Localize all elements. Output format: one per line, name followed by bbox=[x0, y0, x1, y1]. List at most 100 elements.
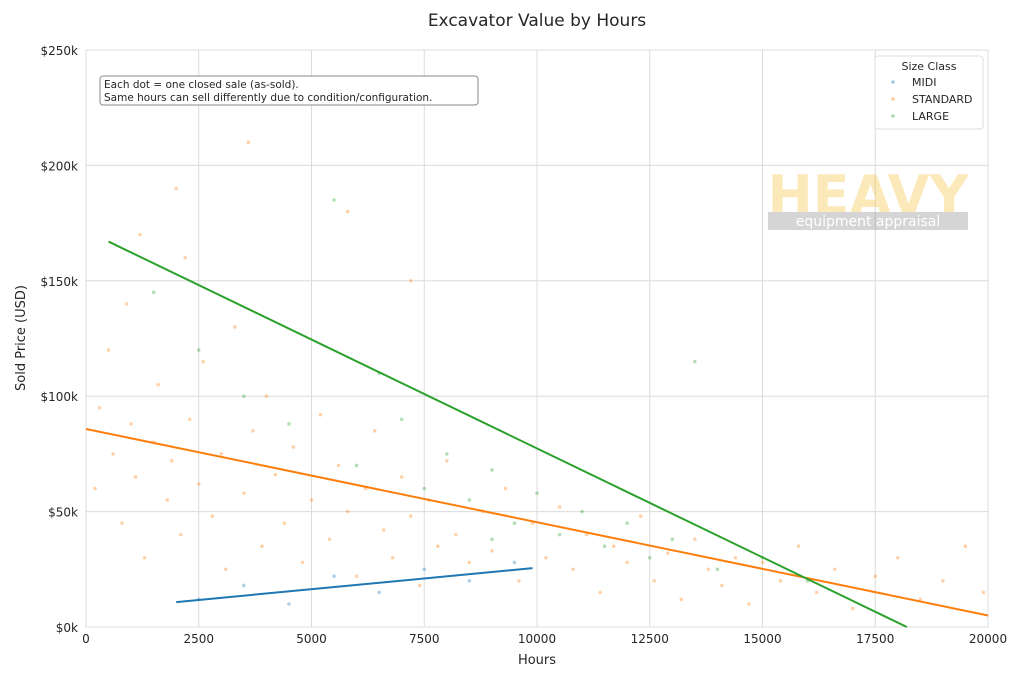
annotation-box: Each dot = one closed sale (as-sold). Sa… bbox=[99, 75, 479, 106]
point-standard bbox=[918, 597, 923, 602]
point-standard bbox=[210, 514, 215, 519]
x-tick-label: 15000 bbox=[743, 632, 781, 646]
point-standard bbox=[665, 551, 670, 555]
point-standard bbox=[832, 567, 837, 572]
legend: Size Class MIDI STANDARD LARGE bbox=[874, 55, 984, 130]
point-standard bbox=[517, 579, 521, 583]
point-standard bbox=[178, 532, 183, 537]
point-standard bbox=[251, 429, 255, 433]
point-standard bbox=[138, 232, 142, 237]
point-standard bbox=[638, 514, 643, 519]
point-standard bbox=[120, 521, 124, 525]
point-standard bbox=[896, 555, 900, 560]
x-tick-label: 17500 bbox=[856, 632, 894, 646]
grid bbox=[85, 49, 989, 628]
point-standard bbox=[435, 544, 440, 549]
y-tick-label: $250k bbox=[41, 44, 79, 58]
point-standard bbox=[273, 472, 278, 477]
point-standard bbox=[720, 583, 724, 588]
point-standard bbox=[814, 590, 819, 595]
point-standard bbox=[309, 498, 314, 502]
point-standard bbox=[408, 514, 413, 519]
point-standard bbox=[93, 486, 97, 491]
point-large bbox=[490, 468, 494, 472]
point-standard bbox=[417, 583, 422, 588]
y-tick-label: $100k bbox=[41, 390, 79, 404]
point-standard bbox=[142, 555, 147, 560]
y-tick-label: $50k bbox=[48, 506, 78, 520]
legend-label-large: LARGE bbox=[912, 110, 949, 123]
legend-title: Size Class bbox=[901, 60, 956, 73]
trend-line-standard bbox=[85, 427, 989, 617]
y-tick-label: $150k bbox=[41, 275, 79, 289]
point-standard bbox=[129, 422, 133, 426]
point-midi bbox=[512, 560, 517, 565]
point-large bbox=[354, 463, 359, 468]
point-standard bbox=[850, 606, 855, 611]
point-standard bbox=[291, 445, 296, 449]
point-large bbox=[196, 348, 201, 352]
point-standard bbox=[219, 452, 224, 456]
point-standard bbox=[246, 140, 251, 145]
point-standard bbox=[165, 498, 169, 502]
point-standard bbox=[174, 186, 178, 191]
point-large bbox=[467, 498, 472, 502]
point-large bbox=[647, 555, 652, 560]
point-large bbox=[287, 422, 291, 426]
y-axis-label: Sold Price (USD) bbox=[14, 285, 29, 391]
point-standard bbox=[584, 532, 589, 537]
point-large bbox=[580, 509, 584, 514]
point-large bbox=[557, 532, 562, 537]
point-standard bbox=[233, 325, 237, 329]
y-tick-label: $200k bbox=[41, 159, 79, 173]
point-standard bbox=[300, 560, 305, 565]
point-standard bbox=[97, 405, 102, 410]
point-large bbox=[422, 486, 427, 491]
point-large bbox=[242, 394, 246, 399]
point-midi bbox=[467, 579, 472, 583]
legend-marker-midi bbox=[891, 80, 895, 84]
x-axis-label: Hours bbox=[518, 653, 556, 668]
point-standard bbox=[503, 486, 508, 491]
point-standard bbox=[345, 509, 350, 514]
point-standard bbox=[282, 521, 287, 525]
point-standard bbox=[264, 394, 269, 399]
point-standard bbox=[679, 597, 684, 602]
legend-marker-large bbox=[891, 114, 895, 118]
point-large bbox=[670, 537, 675, 542]
point-standard bbox=[345, 209, 350, 214]
point-standard bbox=[941, 579, 945, 583]
point-standard bbox=[706, 567, 711, 572]
annotation-line-1: Each dot = one closed sale (as-sold). bbox=[104, 79, 299, 91]
point-large bbox=[332, 198, 336, 202]
point-standard bbox=[611, 544, 616, 549]
chart-title: Excavator Value by Hours bbox=[428, 11, 646, 31]
point-standard bbox=[490, 549, 494, 553]
legend-label-standard: STANDARD bbox=[912, 93, 973, 106]
point-standard bbox=[544, 555, 548, 560]
point-standard bbox=[390, 555, 395, 560]
axis-ticks: 0 2500 5000 7500 10000 12500 15000 17500 20000 $0… bbox=[41, 44, 1008, 646]
point-midi bbox=[377, 590, 381, 595]
x-tick-label: 12500 bbox=[631, 632, 669, 646]
point-standard bbox=[571, 567, 575, 572]
point-midi bbox=[287, 602, 291, 606]
point-standard bbox=[106, 348, 111, 352]
point-large bbox=[625, 521, 629, 525]
point-standard bbox=[557, 505, 562, 509]
point-standard bbox=[981, 590, 986, 595]
legend-marker-standard bbox=[891, 97, 895, 101]
point-standard bbox=[124, 302, 129, 306]
annotation-line-2: Same hours can sell differently due to c… bbox=[104, 92, 432, 104]
point-midi bbox=[242, 583, 246, 588]
watermark-heavy: HEAVY bbox=[767, 164, 969, 227]
point-large bbox=[535, 491, 539, 495]
point-standard bbox=[693, 537, 697, 542]
point-standard bbox=[873, 574, 878, 579]
point-large bbox=[715, 567, 720, 572]
point-large bbox=[445, 452, 449, 456]
x-tick-label: 20000 bbox=[969, 632, 1007, 646]
point-standard bbox=[778, 579, 783, 583]
trend-line-large bbox=[108, 240, 908, 628]
